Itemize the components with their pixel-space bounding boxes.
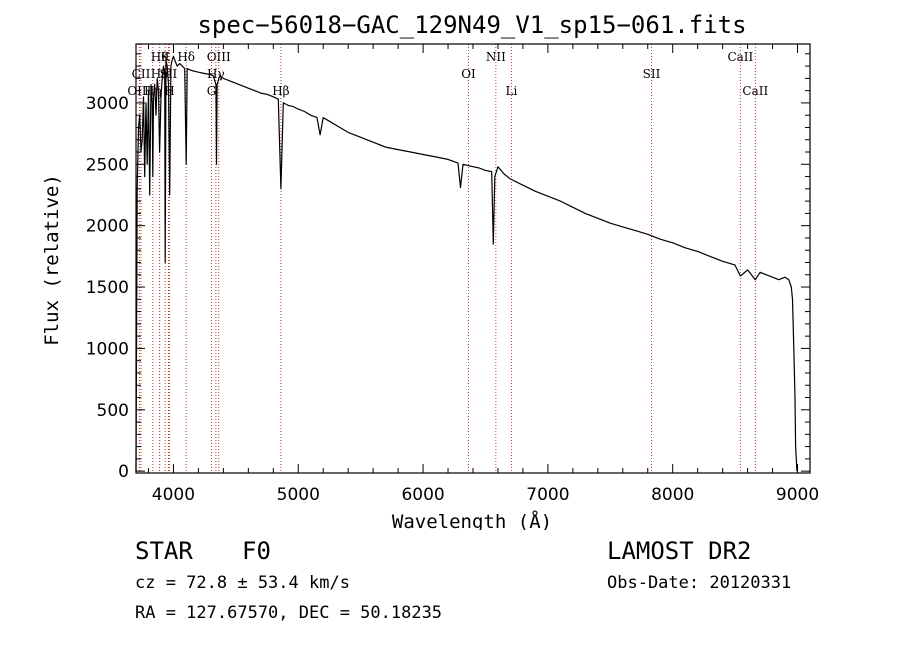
- spectral-line-label: Li: [506, 84, 518, 98]
- spectral-line-label: H: [164, 84, 174, 98]
- spectral-line-label: Hβ: [272, 84, 289, 98]
- y-tick-label: 1500: [86, 278, 129, 298]
- object-subclass: F0: [242, 537, 271, 565]
- spectral-line-label: CaII: [742, 84, 768, 98]
- y-tick-label: 2000: [86, 217, 129, 237]
- spectral-line-label: CII: [132, 67, 151, 81]
- x-tick-label: 8000: [651, 485, 694, 505]
- chart-title: spec−56018−GAC_129N49_V1_sp15−061.fits: [197, 11, 746, 39]
- y-tick-label: 0: [118, 462, 129, 482]
- x-tick-label: 5000: [277, 485, 320, 505]
- y-tick-label: 1000: [86, 339, 129, 359]
- x-tick-label: 9000: [776, 485, 819, 505]
- x-tick-label: 6000: [401, 485, 444, 505]
- spectral-line-label: OI: [461, 67, 476, 81]
- object-class: STAR: [135, 537, 193, 565]
- y-tick-label: 500: [97, 401, 129, 421]
- spectral-line-label: G: [207, 84, 217, 98]
- x-axis-label: Wavelength (Å): [392, 510, 552, 530]
- coordinates-readout: RA = 127.67570, DEC = 50.18235: [135, 603, 443, 623]
- spectral-line-label: SII: [643, 67, 661, 81]
- spectrum-chart: spec−56018−GAC_129N49_V1_sp15−061.fits O…: [41, 11, 819, 530]
- spectral-line-label: NII: [486, 50, 506, 64]
- x-tick-label: 4000: [152, 485, 195, 505]
- y-axis-label: Flux (relative): [41, 174, 63, 346]
- spectral-line-label: CaII: [727, 50, 753, 64]
- survey-name: LAMOST DR2: [607, 537, 752, 565]
- spectral-line-label: Hδ: [177, 50, 195, 64]
- y-tick-label: 3000: [86, 94, 129, 114]
- observation-date: Obs-Date: 20120331: [607, 573, 792, 593]
- spectral-line-label: OIII: [207, 50, 231, 64]
- spectral-line-label: K: [161, 50, 171, 64]
- redshift-readout: cz = 72.8 ± 53.4 km/s: [135, 573, 350, 593]
- plot-frame: [135, 43, 811, 474]
- y-tick-label: 2500: [86, 155, 129, 175]
- x-tick-label: 7000: [526, 485, 569, 505]
- spectrum-line: [135, 55, 798, 472]
